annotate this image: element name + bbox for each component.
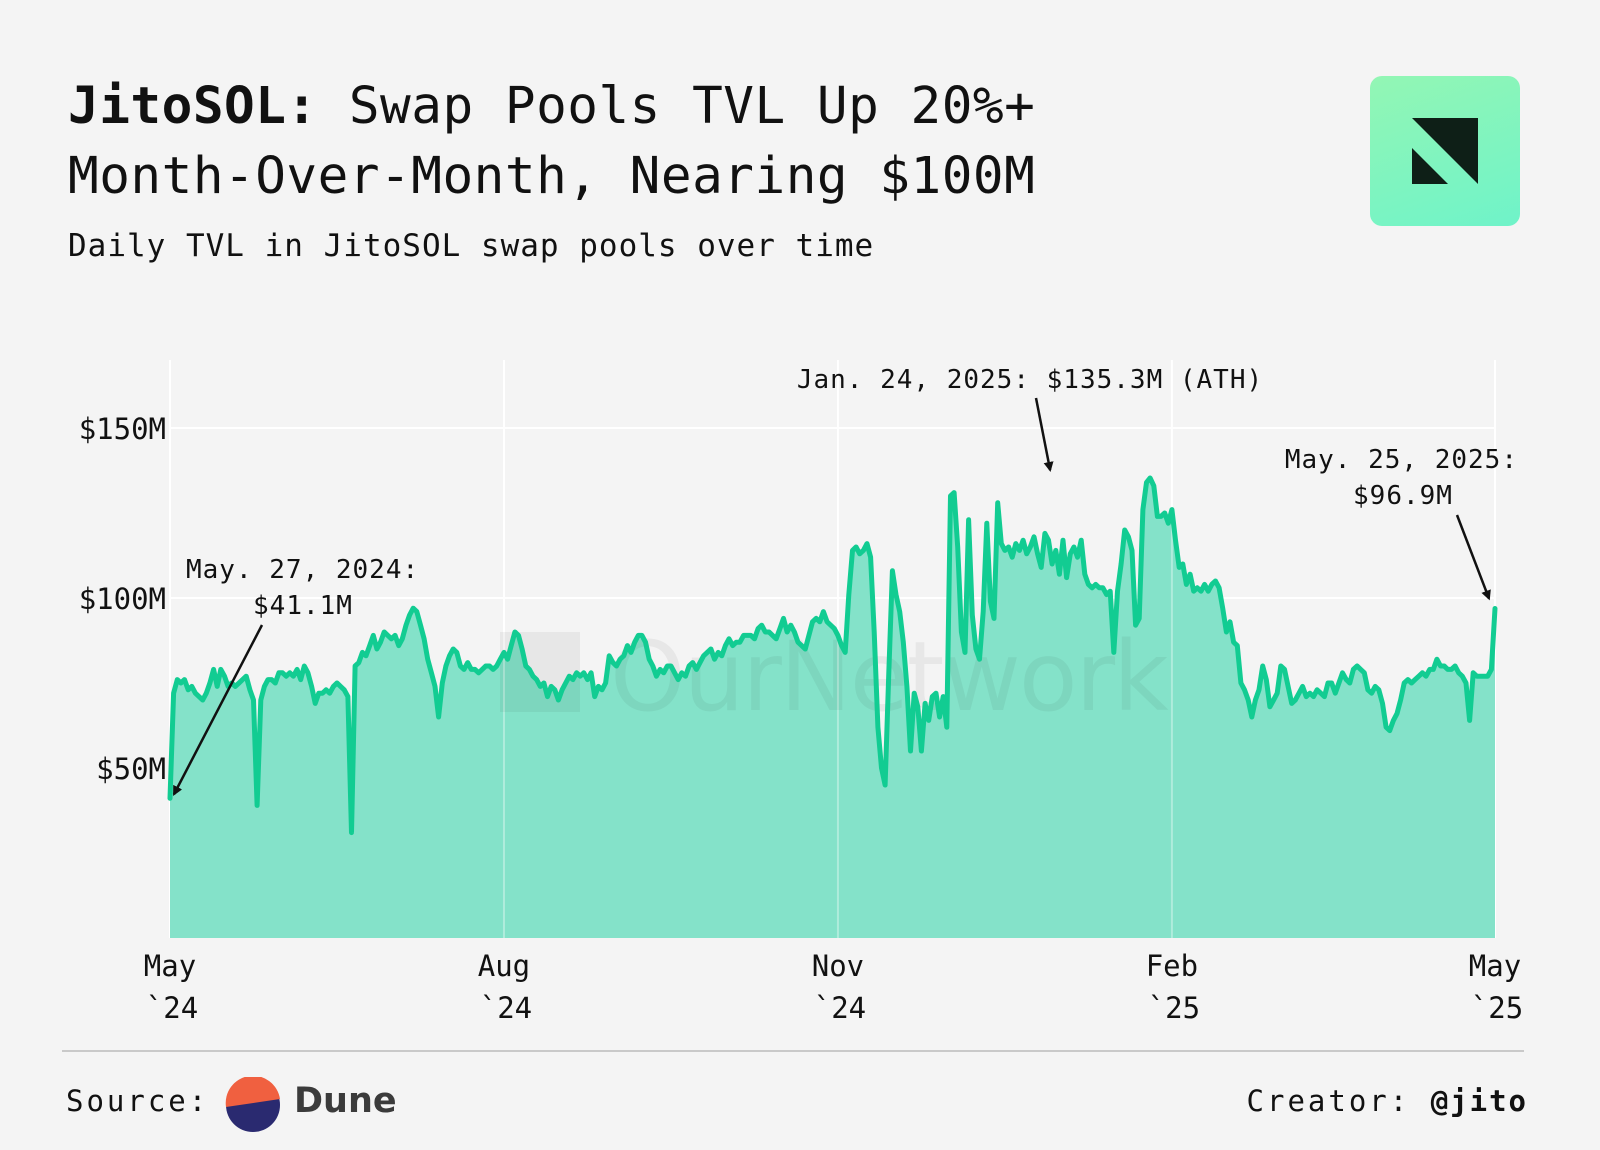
x-tick-label-month: May xyxy=(144,949,196,983)
footer-source-name[interactable]: Dune xyxy=(294,1081,397,1121)
annotation-start-value: $41.1M xyxy=(253,591,353,621)
x-tick-label-year: `25 xyxy=(1148,991,1200,1025)
y-tick-label: $100M xyxy=(79,582,166,616)
tvl-line xyxy=(167,475,1498,836)
annotation-end-arrow xyxy=(1455,514,1491,601)
tvl-area-fill xyxy=(170,478,1495,938)
footer-creator-handle[interactable]: @jito xyxy=(1430,1084,1528,1118)
annotation-end-date: May. 25, 2025: xyxy=(1285,445,1518,475)
x-tick-label-year: `24 xyxy=(146,991,198,1025)
annotation-ath-arrow xyxy=(1034,397,1054,472)
tvl-area-chart: OurNetwork$50M$100M$150MMay`24Aug`24Nov`… xyxy=(79,360,1523,1025)
x-tick-label-month: Feb xyxy=(1146,949,1198,983)
chart-subtitle: Daily TVL in JitoSOL swap pools over tim… xyxy=(68,228,875,264)
x-tick-label-year: `25 xyxy=(1471,991,1523,1025)
y-tick-label: $50M xyxy=(96,752,166,786)
x-tick-label-year: `24 xyxy=(480,991,532,1025)
x-tick-label-year: `24 xyxy=(814,991,866,1025)
footer-creator-label: Creator: xyxy=(1246,1084,1411,1118)
x-tick-label-month: Aug xyxy=(478,949,530,983)
annotation-start-arrow xyxy=(172,624,264,797)
annotation-start-date: May. 27, 2024: xyxy=(186,555,419,585)
ournetwork-logo xyxy=(1370,76,1520,226)
footer-source-label: Source: xyxy=(66,1084,210,1118)
logo-triangle-lower xyxy=(1412,148,1448,184)
footer-creator: Creator: @jito xyxy=(1247,1084,1528,1118)
annotation-end-value: $96.9M xyxy=(1353,481,1453,511)
x-tick-label-month: Nov xyxy=(812,949,864,983)
x-tick-label-month: May xyxy=(1469,949,1521,983)
chart-title-rest: Swap Pools TVL Up 20%+ Month-Over-Month,… xyxy=(68,77,1036,206)
y-tick-label: $150M xyxy=(79,412,166,446)
logo-triangle-upper xyxy=(1412,118,1478,184)
annotation-ath-label: Jan. 24, 2025: $135.3M (ATH) xyxy=(797,365,1263,395)
chart-title: JitoSOL: Swap Pools TVL Up 20%+ Month-Ov… xyxy=(68,72,1248,212)
ournetwork-logo-icon xyxy=(1412,118,1478,184)
dune-logo-icon xyxy=(225,1077,280,1132)
footer-divider xyxy=(62,1050,1524,1052)
chart-title-bold: JitoSOL: xyxy=(68,77,318,136)
